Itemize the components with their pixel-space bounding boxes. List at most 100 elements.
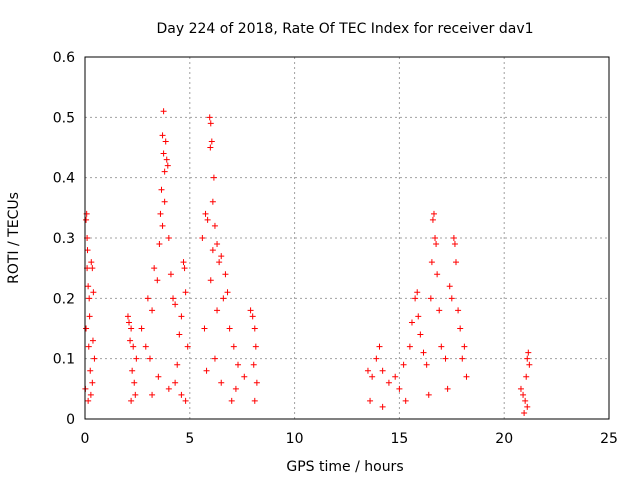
data-point <box>226 325 233 332</box>
data-point <box>162 138 169 145</box>
x-tick-label: 0 <box>81 431 90 447</box>
data-point <box>414 289 421 296</box>
data-point <box>201 325 208 332</box>
data-point <box>206 114 213 121</box>
data-point <box>85 397 92 404</box>
data-point <box>392 373 399 380</box>
data-point <box>127 337 134 344</box>
data-point <box>159 222 166 229</box>
y-tick-label: 0.5 <box>53 110 75 126</box>
data-point <box>176 331 183 338</box>
data-point <box>522 397 529 404</box>
data-point <box>160 108 167 115</box>
data-point <box>249 313 256 320</box>
data-point <box>451 241 458 248</box>
data-point <box>379 367 386 374</box>
data-point <box>224 289 231 296</box>
data-point <box>232 385 239 392</box>
data-point <box>376 343 383 350</box>
data-points <box>82 108 533 416</box>
data-point <box>144 295 151 302</box>
data-point <box>364 367 371 374</box>
data-point <box>423 361 430 368</box>
data-point <box>86 295 93 302</box>
data-point <box>251 397 258 404</box>
data-point <box>155 373 162 380</box>
data-point <box>457 325 464 332</box>
data-point <box>209 198 216 205</box>
data-point <box>400 361 407 368</box>
data-point <box>85 343 92 350</box>
x-tick-label: 10 <box>286 431 304 447</box>
data-point <box>164 162 171 169</box>
data-point <box>369 373 376 380</box>
data-point <box>85 283 92 290</box>
data-point <box>396 385 403 392</box>
data-point <box>182 289 189 296</box>
data-point <box>222 271 229 278</box>
data-point <box>204 216 211 223</box>
data-point <box>167 271 174 278</box>
data-point <box>138 325 145 332</box>
data-point <box>253 379 260 386</box>
y-tick-label: 0.4 <box>53 171 75 187</box>
data-point <box>91 355 98 362</box>
data-point <box>428 259 435 266</box>
data-point <box>521 409 528 416</box>
data-point <box>250 361 257 368</box>
y-axis-label: ROTI / TECUs <box>6 192 22 284</box>
data-point <box>165 385 172 392</box>
data-point <box>87 391 94 398</box>
y-tick-label: 0.3 <box>53 231 75 247</box>
data-point <box>90 289 97 296</box>
data-point <box>146 355 153 362</box>
data-point <box>88 259 95 266</box>
data-point <box>210 174 217 181</box>
data-point <box>214 307 221 314</box>
data-point <box>124 313 131 320</box>
data-point <box>373 355 380 362</box>
data-point <box>181 265 188 272</box>
data-point <box>151 265 158 272</box>
data-point <box>89 265 96 272</box>
data-point <box>461 343 468 350</box>
data-point <box>182 397 189 404</box>
data-point <box>170 295 177 302</box>
data-point <box>207 277 214 284</box>
data-point <box>415 313 422 320</box>
data-point <box>172 301 179 308</box>
data-point <box>220 295 227 302</box>
data-point <box>132 391 139 398</box>
data-point <box>209 247 216 254</box>
data-point <box>216 259 223 266</box>
data-point <box>430 210 437 217</box>
data-point <box>149 391 156 398</box>
x-tick-label: 15 <box>390 431 408 447</box>
data-point <box>184 343 191 350</box>
data-point <box>524 403 531 410</box>
data-point <box>520 391 527 398</box>
data-point <box>452 259 459 266</box>
data-point <box>154 277 161 284</box>
data-point <box>218 379 225 386</box>
data-point <box>156 241 163 248</box>
data-point <box>160 150 167 157</box>
data-point <box>241 373 248 380</box>
data-point <box>130 343 137 350</box>
data-point <box>128 397 135 404</box>
plot-frame <box>84 56 610 420</box>
x-tick-label: 25 <box>600 431 618 447</box>
data-point <box>432 235 439 241</box>
data-point <box>417 331 424 338</box>
data-point <box>525 349 532 356</box>
data-point <box>84 247 91 254</box>
x-tick-label: 20 <box>495 431 513 447</box>
data-point <box>455 307 462 314</box>
data-point <box>412 295 419 302</box>
data-point <box>406 343 413 350</box>
data-point <box>174 361 181 368</box>
data-point <box>83 216 90 223</box>
data-point <box>446 283 453 290</box>
data-point <box>230 343 237 350</box>
